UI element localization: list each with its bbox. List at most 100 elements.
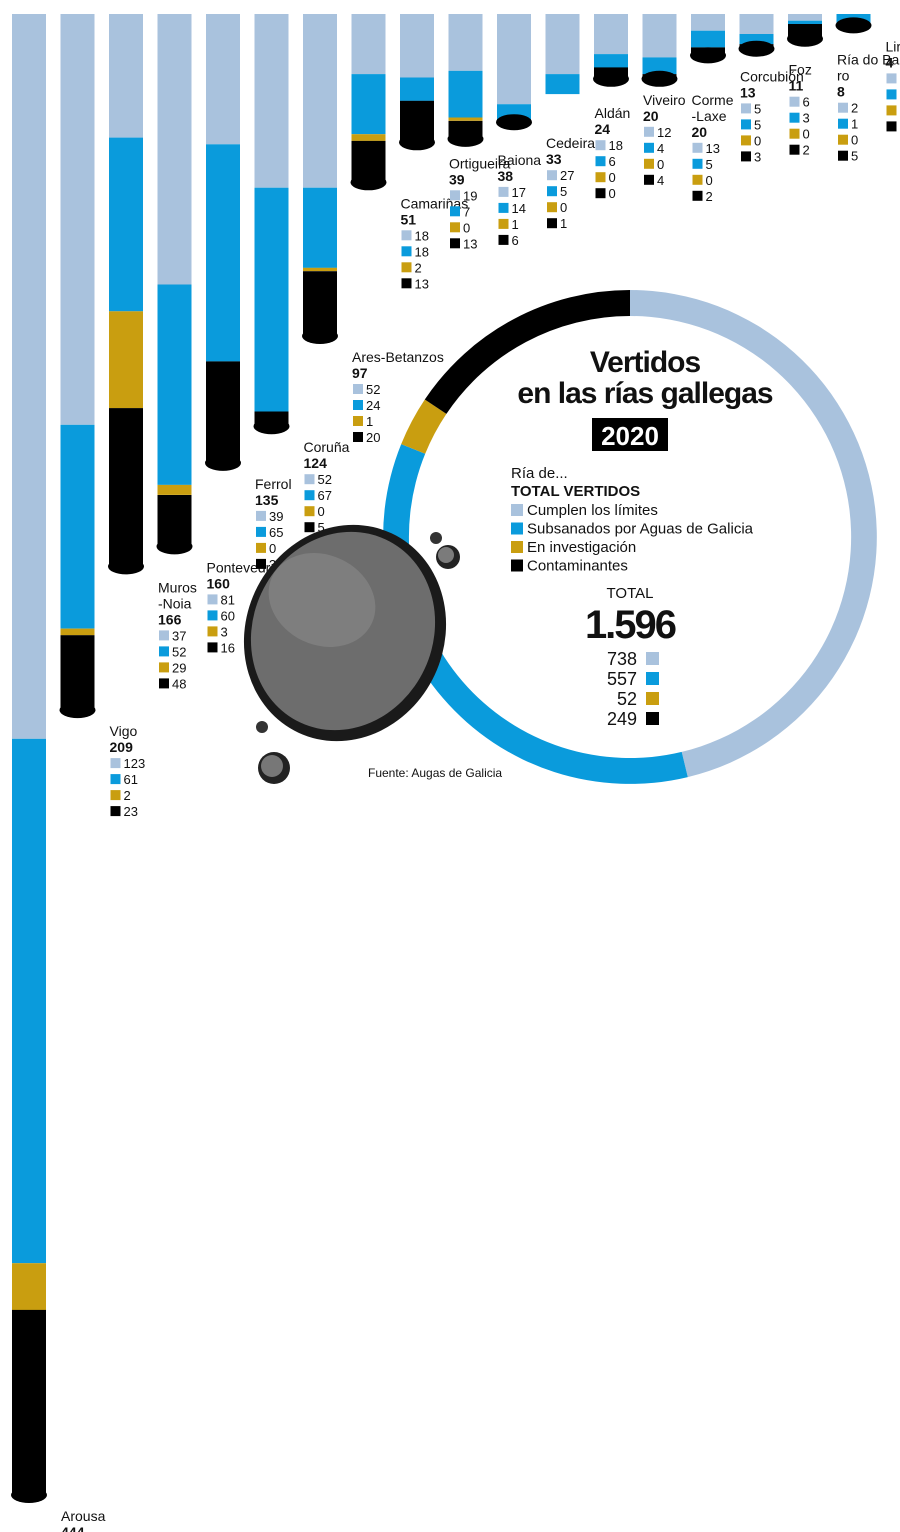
ria-value-cormelaxe-investigacion: 0 [706,173,713,188]
bar-segment-arousa-cumplen [12,14,46,739]
swatch-cumplen-icon [304,474,315,485]
ria-value-foz-contaminantes: 2 [803,143,810,158]
bar-segment-vigo-subsanados [60,424,95,629]
legend-label-cumplen: Cumplen los límites [527,502,658,519]
swatch-subsanados-icon [450,206,460,217]
swatch-investigacion-icon [547,202,557,213]
ria-name-ríadobarqueiro: Ría do Barquei- [837,52,900,68]
bar-segment-arousa-contaminantes [12,1309,46,1497]
bar-segment-corcubión-cumplen [691,14,725,31]
bar-segment-pontevedra-cumplen [157,14,192,285]
bar-segment-cedeira-cumplen [497,14,531,105]
swatch-contaminantes-icon [450,238,460,249]
bar-segment-ríadobarqueiro-subsanados [788,20,822,24]
ria-value-ferrol-cumplen: 39 [269,509,283,524]
ria-name-aldán: Aldán [595,105,631,121]
swatch-contaminantes-icon [401,278,412,289]
ria-value-coruña-subsanados: 67 [318,488,332,503]
bars-layer [11,14,872,1503]
legend-total-label: TOTAL VERTIDOS [511,483,640,500]
swatch-contaminantes-icon [304,522,315,533]
ria-name-foz: Foz [789,62,812,78]
ria-value-foz-subsanados: 3 [803,111,810,126]
ink-drip-ferrol [205,454,241,471]
ria-value-aldán-investigacion: 0 [609,170,616,185]
ria-total-pontevedra: 160 [207,575,231,591]
ria-name-baiona: Baiona [498,152,542,168]
swatch-investigacion-icon [159,662,169,673]
ink-drip-viveiro [593,70,629,87]
ria-total-lires: 4 [886,54,894,70]
swatch-cumplen-icon [789,96,800,107]
bar-segment-ferrol-subsanados [206,144,240,362]
swatch-investigacion-icon [450,222,460,233]
bar-segment-viveiro-subsanados [594,54,628,68]
ria-total-aresbetanzos: 97 [352,365,368,381]
ria-value-camariñas-cumplen: 18 [415,228,429,243]
swatch-investigacion-icon [401,262,412,273]
ria-value-ríadobarqueiro-subsanados: 1 [851,117,858,132]
ria-value-corcubión-contaminantes: 3 [754,149,761,164]
bar-segment-cormelaxe-cumplen [642,14,677,58]
ria-value-viveiro-subsanados: 4 [657,141,664,156]
ria-name-cormelaxe: -Laxe [692,108,727,124]
ria-value-aresbetanzos-subsanados: 24 [366,398,380,413]
ria-name-vigo: Vigo [110,723,138,739]
swatch-cumplen-icon [256,510,266,521]
ria-value-camariñas-contaminantes: 13 [415,276,429,291]
ria-value-aldán-cumplen: 18 [609,138,623,153]
ria-value-baiona-cumplen: 17 [512,185,526,200]
swatch-cumplen-icon [644,126,654,137]
swatch-contaminantes-icon [353,432,363,442]
ria-total-ferrol: 135 [255,492,279,508]
ria-value-cormelaxe-contaminantes: 2 [706,189,713,204]
ria-name-ferrol: Ferrol [255,476,292,492]
ria-value-corcubión-cumplen: 5 [754,101,761,116]
total-swatch-contaminantes-icon [646,712,659,725]
bar-segment-murosnoia-subsanados [109,137,143,312]
swatch-contaminantes-icon [159,678,169,689]
ria-name-aresbetanzos: Ares-Betanzos [352,349,444,365]
ria-value-ortigueira-subsanados: 7 [463,204,470,219]
donut-slice-investigacion [401,399,447,454]
ink-drip-aresbetanzos [302,328,338,344]
ink-drip-arousa [11,1487,47,1503]
ria-value-ríadobarqueiro-contaminantes: 5 [851,149,858,164]
ria-value-ortigueira-investigacion: 0 [463,220,470,235]
swatch-cumplen-icon [886,73,897,84]
ria-value-vigo-cumplen: 123 [124,756,146,771]
ria-value-ferrol-subsanados: 65 [269,525,283,540]
swatch-cumplen-icon [595,140,606,151]
bar-segment-ortigueira-cumplen [400,14,434,78]
title-line-2: en las rías gallegas [517,377,772,410]
ink-drip-vigo [59,702,96,719]
total-value-subsanados: 557 [607,669,637,689]
ink-drip-camariñas [350,174,387,191]
ria-name-arousa: Arousa [61,1508,106,1524]
swatch-contaminantes-icon [838,150,848,161]
ria-value-baiona-investigacion: 1 [512,217,519,232]
bar-segment-aresbetanzos-subsanados [303,187,337,268]
swatch-cumplen-icon [207,594,218,605]
bar-segment-ríadobarqueiro-cumplen [788,14,822,21]
bar-segment-foz-cumplen [739,14,774,34]
bar-segment-camariñas-subsanados [351,74,386,135]
ink-drip-lires [835,17,872,34]
ink-drip-corcubión [690,47,726,64]
swatch-cumplen-icon [353,384,363,394]
ria-value-aldán-contaminantes: 0 [609,186,616,201]
ink-drip-foz [738,40,775,57]
ria-value-murosnoia-investigacion: 29 [172,660,186,675]
ria-value-cedeira-contaminantes: 1 [560,216,567,231]
ria-value-pontevedra-subsanados: 60 [221,608,235,623]
ink-drip-baiona [447,130,484,147]
bar-segment-ferrol-cumplen [206,14,240,145]
ria-value-ríadobarqueiro-investigacion: 0 [851,133,858,148]
bar-segment-camariñas-cumplen [351,14,386,75]
swatch-investigacion-icon [595,172,606,183]
ria-value-ríadobarqueiro-cumplen: 2 [851,101,858,116]
swatch-cumplen-icon [741,103,751,114]
swatch-contaminantes-icon [789,144,800,155]
ria-name-murosnoia: Muros [158,579,197,595]
